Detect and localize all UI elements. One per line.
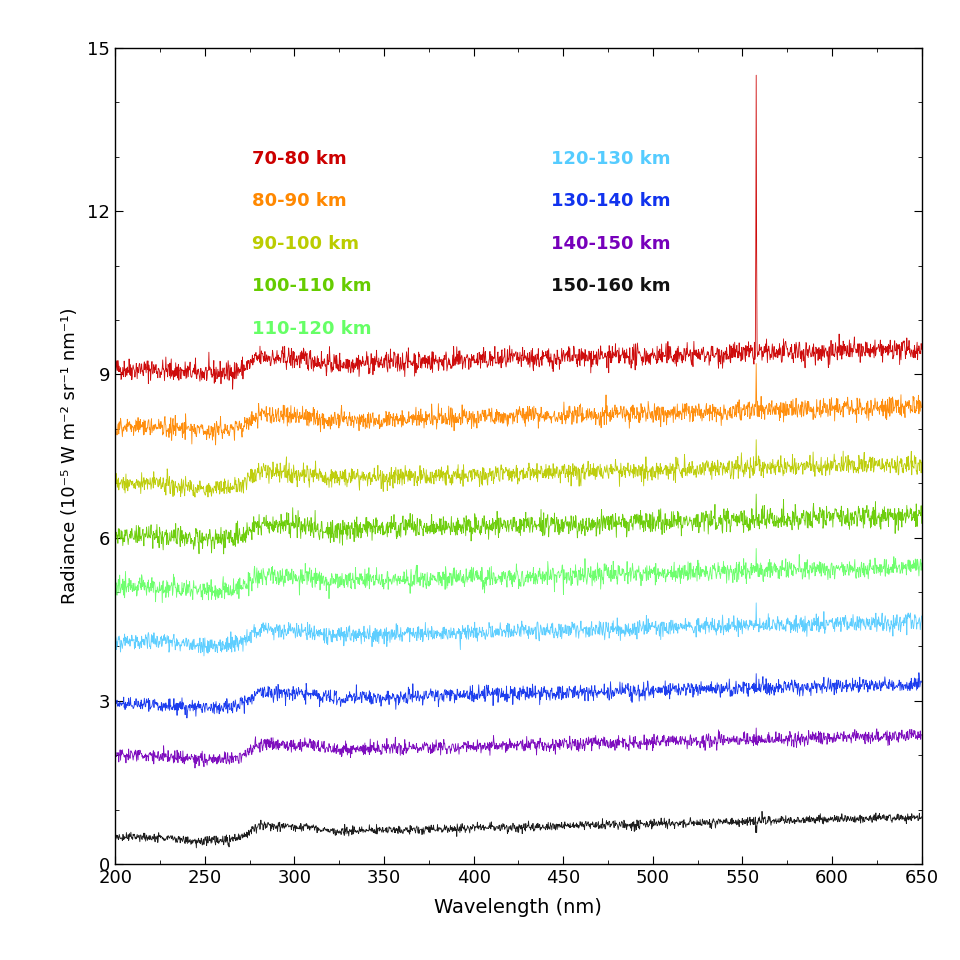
Text: 150-160 km: 150-160 km — [551, 277, 670, 296]
X-axis label: Wavelength (nm): Wavelength (nm) — [435, 898, 602, 917]
Text: 130-140 km: 130-140 km — [551, 192, 670, 210]
Text: 110-120 km: 110-120 km — [252, 320, 372, 338]
Text: 70-80 km: 70-80 km — [252, 150, 347, 168]
Text: 140-150 km: 140-150 km — [551, 235, 670, 252]
Text: 90-100 km: 90-100 km — [252, 235, 359, 252]
Text: 100-110 km: 100-110 km — [252, 277, 372, 296]
Text: 80-90 km: 80-90 km — [252, 192, 347, 210]
Text: 120-130 km: 120-130 km — [551, 150, 670, 168]
Y-axis label: Radiance (10⁻⁵ W m⁻² sr⁻¹ nm⁻¹): Radiance (10⁻⁵ W m⁻² sr⁻¹ nm⁻¹) — [61, 308, 79, 604]
